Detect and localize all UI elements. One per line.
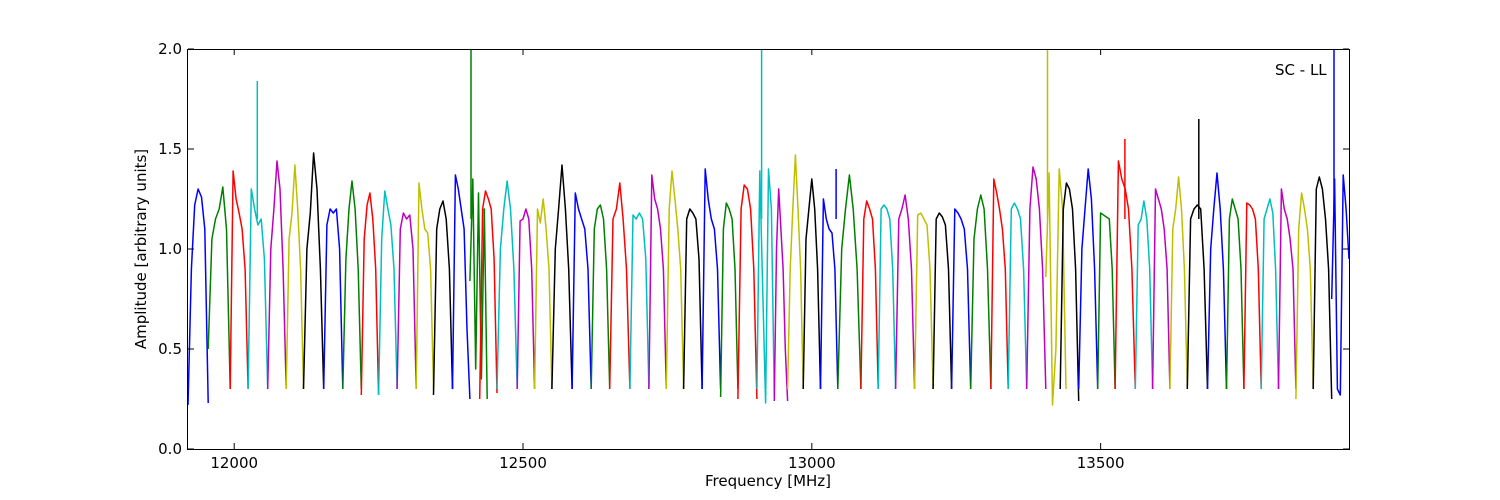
series-line-62 <box>1295 192 1314 400</box>
series-line-43 <box>950 208 972 390</box>
x-tick-label-12500: 12500 <box>499 454 547 472</box>
series-line-18 <box>496 180 518 390</box>
series-line-39 <box>877 204 897 390</box>
series-line-2 <box>207 186 231 390</box>
series-line-49 <box>1059 182 1080 402</box>
series-line-63 <box>1312 176 1333 400</box>
series-line-59 <box>1243 202 1262 390</box>
y-axis-label: Amplitude [arbitrary units] <box>132 149 150 349</box>
series-line-4 <box>247 188 269 390</box>
series-line-26 <box>648 174 668 390</box>
chart-annotation: SC - LL <box>1275 61 1327 79</box>
series-line-34 <box>786 154 804 390</box>
x-tick-label-13500: 13500 <box>1077 454 1125 472</box>
series-line-29 <box>701 168 722 390</box>
y-tick-label-0.5: 0.5 <box>158 340 182 358</box>
series-line-22 <box>571 192 592 390</box>
series-line-23 <box>590 204 611 390</box>
series-line-21 <box>551 164 573 390</box>
series-line-42 <box>932 212 953 390</box>
series-line-44 <box>969 194 992 390</box>
series-line-7 <box>302 152 325 390</box>
ticks-layer: 12000 12500 13000 13500 0.0 0.5 1.0 1.5 2.0 <box>158 40 1349 472</box>
plot-frame <box>187 49 1350 450</box>
series-line-47 <box>1025 166 1047 390</box>
series-line-31 <box>737 184 758 400</box>
series-line-55 <box>1169 176 1189 390</box>
series-line-46 <box>1007 202 1028 390</box>
series-line-12 <box>396 212 417 390</box>
series-line-38 <box>860 200 879 390</box>
series-line-3 <box>229 170 249 390</box>
series-line-15 <box>451 174 471 400</box>
series-layer <box>187 49 1350 406</box>
series-line-58 <box>1225 198 1245 390</box>
series-line-53 <box>1134 200 1154 390</box>
series-line-61 <box>1277 188 1297 390</box>
series-line-50 <box>1077 168 1099 390</box>
y-tick-label-1: 1.0 <box>158 240 182 258</box>
y-tick-label-0: 0.0 <box>158 440 182 458</box>
series-line-57 <box>1206 172 1228 390</box>
series-line-30 <box>719 202 739 398</box>
series-line-48 <box>1045 168 1067 406</box>
series-line-60 <box>1260 198 1280 390</box>
series-line-24 <box>608 182 631 390</box>
series-line-6 <box>285 164 305 390</box>
series-line-1 <box>187 188 209 406</box>
series-line-45 <box>990 178 1009 390</box>
series-line-36 <box>819 198 839 390</box>
series-line-41 <box>913 212 934 390</box>
y-tick-label-2: 2.0 <box>158 40 182 58</box>
y-tick-label-1.5: 1.5 <box>158 140 182 158</box>
series-line-10 <box>360 192 380 396</box>
series-line-37 <box>837 174 862 390</box>
series-line-13 <box>415 182 435 390</box>
series-line-27 <box>665 170 685 390</box>
series-line-19 <box>516 208 536 390</box>
series-line-20 <box>533 198 553 390</box>
series-line-28 <box>682 208 703 390</box>
x-axis-label: Frequency [MHz] <box>705 472 831 490</box>
series-line-25 <box>629 212 650 390</box>
series-line-40 <box>894 194 916 390</box>
series-line-8 <box>322 208 344 390</box>
series-line-14 <box>432 200 454 396</box>
x-tick-label-12000: 12000 <box>210 454 258 472</box>
series-line-56 <box>1186 204 1209 390</box>
series-line-33 <box>773 188 789 402</box>
series-line-54 <box>1151 188 1171 390</box>
series-line-9 <box>342 180 363 390</box>
series-line-16 <box>469 178 488 400</box>
series-line-32 <box>756 168 776 404</box>
series-line-35 <box>802 178 822 390</box>
series-line-11 <box>377 190 398 396</box>
series-line-51 <box>1096 212 1116 390</box>
series-line-17 <box>478 190 498 400</box>
series-line-5 <box>266 160 287 390</box>
x-tick-label-13000: 13000 <box>788 454 836 472</box>
